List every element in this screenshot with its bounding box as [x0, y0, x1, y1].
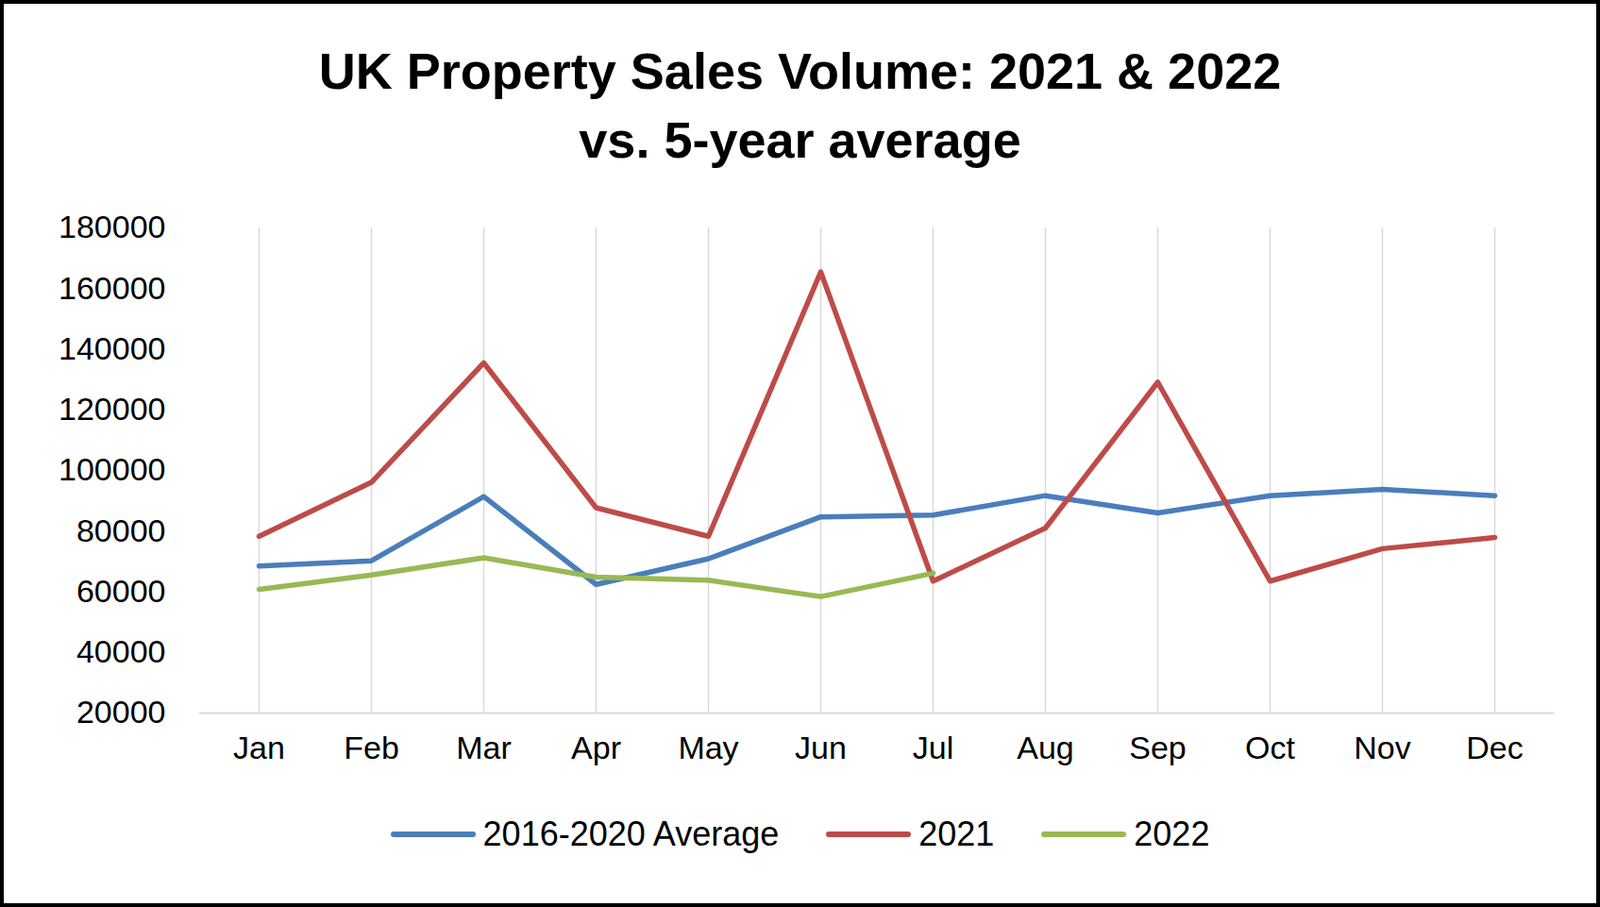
html-text:2022: 2022	[1133, 814, 1210, 854]
html-text:2021: 2021	[918, 814, 995, 854]
svg-text:Oct: Oct	[1245, 729, 1296, 766]
svg-text:Aug: Aug	[1016, 729, 1075, 766]
svg-text:May: May	[677, 729, 739, 766]
svg-text:160000: 160000	[58, 269, 166, 306]
html-text:UK Property Sales Volume: 2021: UK Property Sales Volume: 2021 & 2022	[318, 42, 1282, 100]
svg-text:60000: 60000	[76, 572, 167, 609]
svg-text:Jul: Jul	[912, 729, 954, 766]
svg-text:Sep: Sep	[1128, 729, 1187, 766]
svg-text:40000: 40000	[76, 633, 167, 670]
svg-text:180000: 180000	[58, 208, 166, 245]
svg-text:80000: 80000	[76, 512, 167, 549]
html-text:2016-2020 Average: 2016-2020 Average	[482, 814, 779, 854]
html-text:vs. 5-year average: vs. 5-year average	[578, 111, 1022, 169]
svg-text:Mar: Mar	[455, 729, 512, 766]
svg-text:Nov: Nov	[1353, 729, 1411, 766]
svg-text:Jun: Jun	[794, 729, 847, 766]
svg-text:Feb: Feb	[343, 729, 400, 766]
svg-text:Jan: Jan	[233, 729, 286, 766]
svg-text:120000: 120000	[58, 390, 166, 427]
svg-text:140000: 140000	[58, 330, 166, 367]
svg-text:100000: 100000	[58, 451, 166, 488]
svg-text:Apr: Apr	[571, 729, 622, 766]
svg-text:20000: 20000	[76, 693, 167, 730]
svg-text:Dec: Dec	[1465, 729, 1523, 766]
